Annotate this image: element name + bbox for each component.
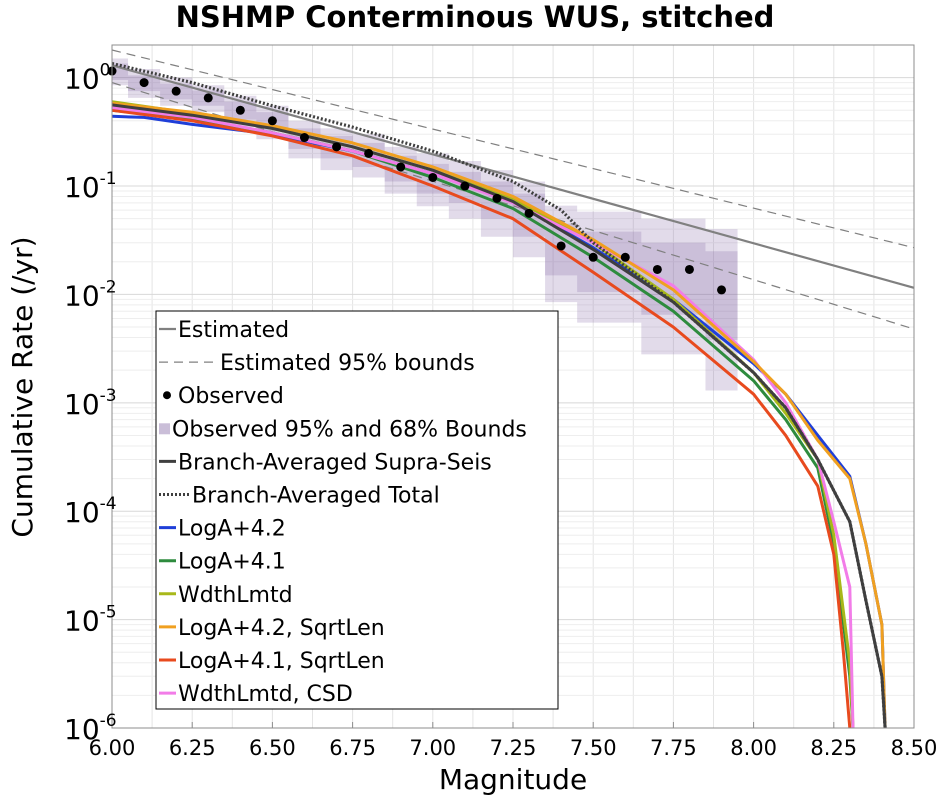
legend-item: LogA+4.1, SqrtLen [159, 649, 385, 674]
observed-point [652, 264, 662, 274]
legend-item: WdthLmtd [159, 583, 293, 608]
legend-label: LogA+4.2 [178, 517, 286, 542]
legend-swatch [159, 423, 170, 435]
x-tick-label: 7.00 [409, 736, 456, 760]
x-tick-label: 8.25 [810, 736, 857, 760]
series-lines [111, 49, 915, 729]
observed-point [396, 162, 406, 172]
observed-68-band [112, 63, 738, 340]
y-tick-label: 10-2 [64, 277, 117, 312]
observed-point [620, 252, 630, 262]
legend-item: LogA+4.2, SqrtLen [159, 616, 385, 641]
x-axis-label: Magnitude [439, 763, 587, 796]
legend-item: Observed 95% and 68% Bounds [159, 417, 527, 442]
observed-points [107, 66, 727, 295]
legend: Estimated Estimated 95% bounds Observed Obs… [155, 310, 559, 710]
y-tick-label: 10-4 [64, 494, 117, 529]
legend-label: Branch-Averaged Supra-Seis [178, 450, 492, 475]
observed-point [299, 133, 309, 143]
y-tick-label: 10-5 [64, 603, 117, 638]
chart-title: NSHMP Conterminous WUS, stitched [176, 0, 775, 34]
y-tick-label: 10-3 [64, 386, 117, 421]
y-tick-label: 100 [64, 61, 110, 96]
observed-point [428, 172, 438, 182]
x-tick-label: 7.50 [570, 736, 617, 760]
observed-point [556, 241, 566, 251]
series-line-6 [111, 108, 852, 729]
observed-point [588, 252, 598, 262]
x-tick-label: 6.00 [89, 736, 136, 760]
legend-item: WdthLmtd, CSD [159, 682, 353, 707]
legend-label: Observed [178, 384, 284, 409]
estimated-upper-bound-line [111, 49, 915, 249]
y-ticks: 100 10-1 10-2 10-3 10-4 10-5 10-6 [64, 61, 117, 746]
legend-label: WdthLmtd [178, 583, 293, 608]
observed-point [171, 86, 181, 96]
estimated-line [111, 64, 915, 289]
y-tick-label: 10-1 [64, 169, 117, 204]
y-axis-label: Cumulative Rate (/yr) [6, 236, 39, 537]
legend-label: Branch-Averaged Total [192, 484, 440, 509]
observed-point [332, 142, 342, 152]
legend-box [155, 310, 559, 710]
legend-label: WdthLmtd, CSD [178, 682, 353, 707]
observed-bounds [112, 58, 738, 391]
observed-point [364, 148, 374, 158]
observed-point [235, 105, 245, 115]
x-tick-label: 7.75 [650, 736, 697, 760]
observed-point [524, 208, 534, 218]
legend-label: LogA+4.2, SqrtLen [178, 616, 385, 641]
series-line-5 [111, 101, 887, 729]
x-tick-label: 6.25 [169, 736, 216, 760]
legend-item: Branch-Averaged Total [159, 484, 440, 509]
series-line-1 [111, 61, 887, 729]
legend-label: LogA+4.1, SqrtLen [178, 649, 385, 674]
legend-item: LogA+4.2 [159, 517, 286, 542]
legend-item: Branch-Averaged Supra-Seis [159, 450, 492, 475]
series-line-0 [111, 103, 887, 729]
observed-point [492, 193, 502, 203]
observed-point [460, 181, 470, 191]
observed-point [203, 93, 213, 103]
legend-label: Observed 95% and 68% Bounds [172, 417, 527, 442]
legend-item: Estimated [159, 318, 289, 343]
legend-swatch [163, 391, 171, 400]
legend-label: Estimated [178, 318, 289, 343]
legend-label: Estimated 95% bounds [220, 351, 475, 376]
y-tick-label: 10-6 [64, 711, 117, 746]
observed-point [267, 116, 277, 126]
legend-item: Observed [163, 384, 284, 409]
x-tick-label: 6.50 [249, 736, 296, 760]
x-ticks: 6.00 6.25 6.50 6.75 7.00 7.25 7.50 7.75 8.00 8.25… [89, 722, 938, 760]
observed-point [139, 78, 149, 88]
x-tick-label: 6.75 [329, 736, 376, 760]
observed-95-band [112, 58, 738, 391]
legend-item: Estimated 95% bounds [159, 351, 475, 376]
observed-point [684, 264, 694, 274]
observed-point [717, 285, 727, 295]
x-tick-label: 8.00 [730, 736, 777, 760]
x-tick-label: 7.25 [490, 736, 537, 760]
x-tick-label: 8.50 [891, 736, 938, 760]
legend-item: LogA+4.1 [159, 550, 286, 575]
legend-label: LogA+4.1 [178, 550, 286, 575]
